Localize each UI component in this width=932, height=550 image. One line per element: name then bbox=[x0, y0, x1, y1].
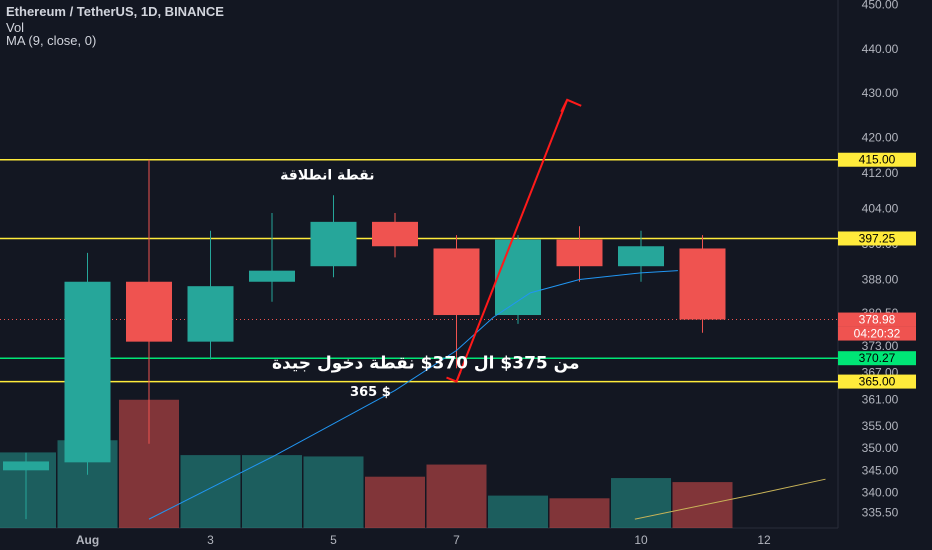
price-tick-label: 340.00 bbox=[862, 486, 899, 500]
price-tick-label: 373.00 bbox=[862, 339, 899, 353]
chart-annotation-text: نقطة انطلاقة bbox=[280, 168, 374, 184]
candle-body bbox=[618, 246, 664, 267]
time-tick-label: 3 bbox=[207, 533, 214, 547]
bar-countdown-label-bg bbox=[838, 326, 916, 341]
volume-bar bbox=[488, 495, 548, 528]
chart-annotation-text: من 375$ ال 370$ نقطة دخول جيدة bbox=[272, 353, 580, 373]
level-price-label: 370.27 bbox=[859, 351, 896, 365]
volume-bar bbox=[180, 455, 241, 528]
candle-body bbox=[187, 286, 234, 342]
candle-body bbox=[3, 461, 49, 471]
arrow-head bbox=[560, 98, 582, 113]
price-tick-label: 412.00 bbox=[862, 166, 899, 180]
candle-body bbox=[495, 239, 541, 316]
secondary-indicator-line bbox=[634, 478, 826, 520]
last-price-label-bg bbox=[838, 312, 916, 327]
level-price-label-bg bbox=[838, 231, 916, 246]
price-tick-label: 404.00 bbox=[862, 202, 899, 216]
chart-annotation-text: 365 $ bbox=[350, 385, 391, 400]
candle-body bbox=[433, 248, 480, 316]
candle-body bbox=[126, 281, 172, 342]
price-tick-label: 361.00 bbox=[862, 392, 899, 406]
volume-bar bbox=[303, 456, 364, 528]
price-tick-label: 430.00 bbox=[862, 86, 899, 100]
time-tick-label: 12 bbox=[757, 533, 771, 547]
volume-indicator-label[interactable]: Vol bbox=[6, 20, 25, 35]
level-price-label-bg bbox=[838, 152, 916, 167]
time-tick-label: Aug bbox=[76, 533, 99, 547]
price-tick-label: 335.50 bbox=[862, 505, 899, 519]
price-tick-label: 450.00 bbox=[862, 0, 899, 11]
level-price-label: 397.25 bbox=[859, 231, 896, 245]
price-tick-label: 345.00 bbox=[862, 463, 899, 477]
price-tick-label: 440.00 bbox=[862, 42, 899, 56]
candle-body bbox=[64, 281, 111, 463]
volume-bar bbox=[611, 478, 671, 528]
arrow-line bbox=[455, 99, 569, 382]
bar-countdown-label: 04:20:32 bbox=[854, 327, 901, 341]
level-price-label-bg bbox=[838, 351, 916, 366]
candle-body bbox=[679, 248, 726, 320]
candle-body bbox=[556, 239, 603, 267]
volume-bar bbox=[426, 464, 487, 528]
candle-body bbox=[249, 270, 295, 282]
level-price-label-bg bbox=[838, 374, 916, 389]
arrow-tail-mark bbox=[446, 371, 462, 383]
volume-bar bbox=[242, 455, 302, 528]
level-price-label: 415.00 bbox=[859, 153, 896, 167]
moving-average-indicator-label[interactable]: MA (9, close, 0) bbox=[6, 33, 97, 48]
volume-bar bbox=[549, 498, 610, 528]
level-price-label: 365.00 bbox=[859, 375, 896, 389]
candle-body bbox=[310, 221, 357, 267]
price-tick-label: 350.00 bbox=[862, 441, 899, 455]
volume-bar bbox=[365, 476, 425, 528]
price-tick-label: 355.00 bbox=[862, 419, 899, 433]
time-tick-label: 5 bbox=[330, 533, 337, 547]
chart-title: Ethereum / TetherUS, 1D, BINANCE bbox=[6, 4, 224, 19]
price-tick-label: 420.00 bbox=[862, 131, 899, 145]
last-price-label: 378.98 bbox=[859, 313, 896, 327]
candle-body bbox=[372, 221, 418, 247]
price-tick-label: 388.00 bbox=[862, 273, 899, 287]
time-tick-label: 10 bbox=[634, 533, 648, 547]
time-tick-label: 7 bbox=[453, 533, 460, 547]
moving-average-line bbox=[148, 270, 678, 520]
